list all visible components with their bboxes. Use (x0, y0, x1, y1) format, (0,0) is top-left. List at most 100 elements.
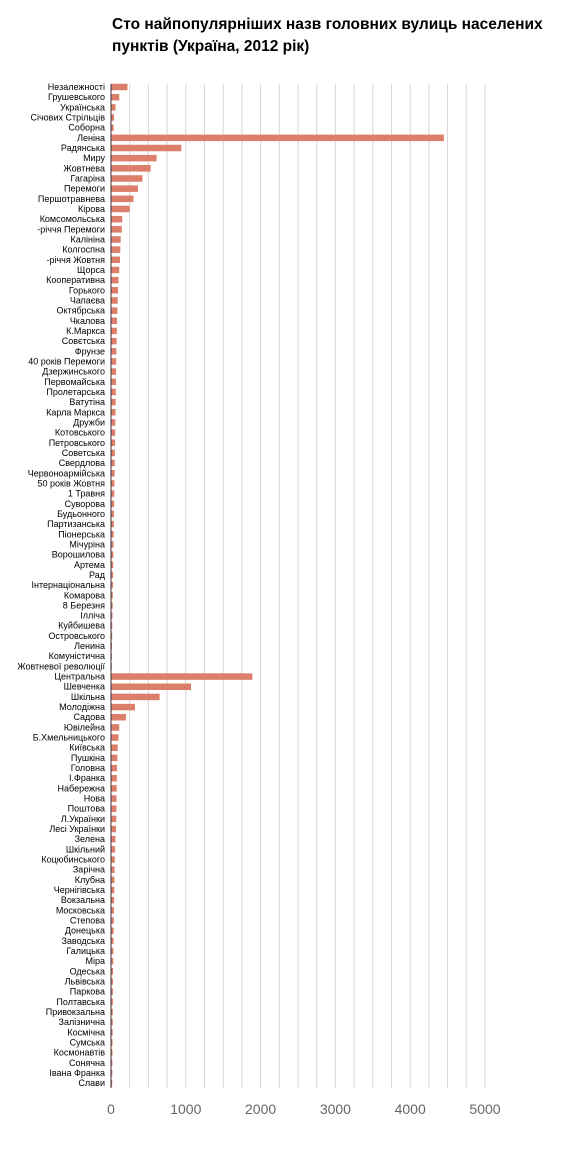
bar (111, 510, 114, 518)
category-label: Горького (69, 285, 105, 295)
category-label: Українська (60, 102, 105, 112)
bar (111, 856, 115, 863)
category-label: Пушкіна (71, 753, 105, 763)
category-label: Дзержинського (42, 367, 105, 377)
bar (111, 429, 116, 436)
category-label: Полтавська (56, 997, 105, 1007)
bar (111, 805, 117, 812)
category-label: Шевченка (64, 682, 105, 692)
category-label: Першотравнева (38, 194, 105, 204)
bar (111, 1039, 113, 1046)
category-label: Шкільна (71, 692, 105, 702)
bars (111, 83, 444, 1087)
x-tick-label: 5000 (469, 1101, 500, 1117)
bar (111, 957, 114, 965)
bar (111, 703, 135, 711)
bar (111, 398, 116, 406)
bar (111, 988, 113, 995)
bar (111, 226, 122, 233)
category-label: Жовтневої революції (17, 661, 105, 671)
category-label: Миру (83, 153, 105, 163)
category-label: Совєтська (62, 336, 105, 346)
category-label: Івана Франка (49, 1068, 105, 1078)
bar (111, 520, 114, 528)
bar (111, 368, 117, 375)
bar (111, 246, 121, 253)
bar (111, 419, 116, 426)
category-label: Набережна (58, 783, 105, 793)
x-tick-label: 3000 (320, 1101, 351, 1117)
bar (111, 642, 113, 650)
category-label: 1 Травня (68, 489, 105, 499)
category-label: Рад (89, 570, 106, 580)
category-label: Космічна (67, 1027, 105, 1037)
category-label: 40 років Перемоги (28, 356, 105, 366)
category-label: Січових Стрільців (30, 112, 105, 122)
bar (111, 1059, 113, 1067)
category-label: Одеська (70, 966, 105, 976)
bar (111, 754, 118, 762)
bar (111, 846, 116, 853)
category-label: Львівська (65, 977, 105, 987)
bar (111, 1029, 113, 1036)
bar (111, 713, 126, 721)
category-label: І.Франка (69, 773, 105, 783)
category-label: -річчя Жовтня (46, 255, 105, 265)
bar (111, 124, 114, 131)
bar (111, 388, 116, 396)
x-tick-label: 1000 (170, 1101, 201, 1117)
category-label: Піонерська (58, 529, 105, 539)
category-label: Чкалова (70, 316, 105, 326)
bar (111, 165, 151, 172)
category-label: Сумська (70, 1038, 105, 1048)
category-label: Ворошилова (52, 550, 105, 560)
bar (111, 927, 114, 934)
category-label: К.Маркса (66, 326, 105, 336)
category-label: 8 Березня (63, 600, 105, 610)
bar (111, 1079, 113, 1087)
bar (111, 256, 120, 264)
category-label: Грушевського (48, 92, 105, 102)
bar (111, 581, 113, 589)
category-label: Степова (70, 916, 105, 926)
bar (111, 93, 120, 101)
category-label: Свердлова (59, 458, 105, 468)
category-label: Лесі Українки (49, 824, 105, 834)
bar (111, 195, 134, 203)
bar (111, 500, 115, 508)
bar (111, 541, 114, 548)
bar (111, 104, 116, 111)
category-label: Комарова (64, 590, 105, 600)
bar (111, 449, 115, 457)
category-label: Галицька (66, 946, 105, 956)
category-label: Ленина (74, 641, 105, 651)
category-label: Советська (62, 448, 105, 458)
category-label: Київська (69, 743, 105, 753)
category-label: Будьонного (57, 509, 105, 519)
bar (111, 602, 113, 609)
category-label: Заводська (61, 936, 105, 946)
bar (111, 337, 117, 345)
bar (111, 876, 115, 884)
category-label: Котовського (55, 428, 105, 438)
category-label: Куйбишева (58, 621, 105, 631)
bar (111, 561, 114, 569)
bar (111, 83, 128, 91)
category-label: Пролетарська (46, 387, 105, 397)
category-label: Дружби (73, 417, 105, 427)
category-label: Суворова (65, 499, 105, 509)
x-tick-label: 2000 (245, 1101, 276, 1117)
bar (111, 612, 113, 619)
category-label: Карла Маркса (46, 407, 105, 417)
bar (111, 774, 117, 782)
category-label: Зелена (75, 834, 105, 844)
category-label: Московська (56, 905, 105, 915)
category-label: Соборна (68, 123, 105, 133)
category-label: Первомайська (44, 377, 105, 387)
bar (111, 154, 157, 162)
category-label: Островського (48, 631, 105, 641)
category-label: Ватутіна (69, 397, 105, 407)
x-tick-label: 4000 (395, 1101, 426, 1117)
bar (111, 1008, 113, 1016)
category-label: Паркова (70, 987, 105, 997)
